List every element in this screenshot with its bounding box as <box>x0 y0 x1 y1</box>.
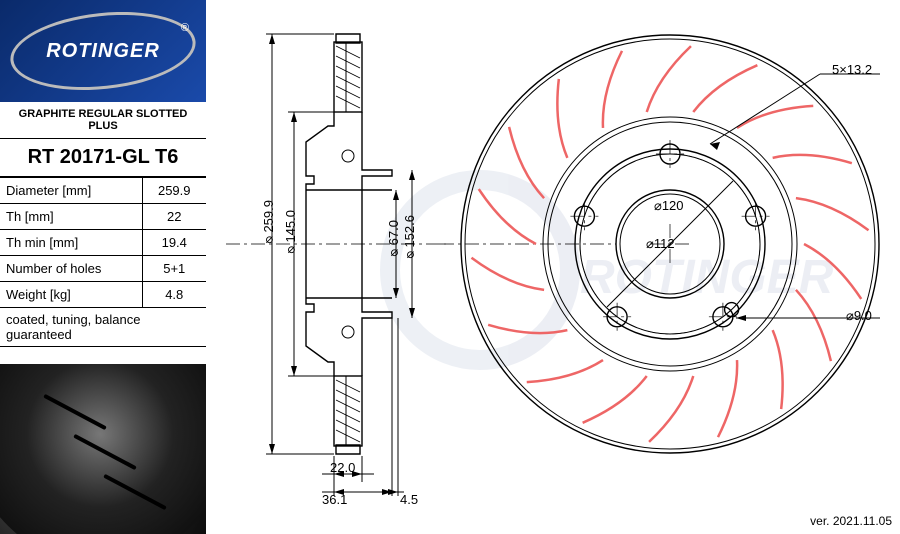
ann-bolt-pattern: 5×13.2 <box>832 62 872 77</box>
disc-photo <box>0 364 206 534</box>
dim-thickness: 22.0 <box>330 460 355 475</box>
brand-logo: ROTINGER ® <box>0 0 206 102</box>
dim-hub-dia: ⌀152.6 <box>402 215 417 263</box>
table-row: Th [mm]22 <box>0 204 206 230</box>
dim-bolt-dia: ⌀145.0 <box>283 210 298 258</box>
version-label: ver. 2021.11.05 <box>810 514 892 528</box>
table-row: Th min [mm]19.4 <box>0 230 206 256</box>
brand-name: ROTINGER <box>46 40 160 63</box>
table-row: Weight [kg]4.8 <box>0 282 206 308</box>
spec-table: Diameter [mm]259.9 Th [mm]22 Th min [mm]… <box>0 177 206 308</box>
sidebar: ROTINGER ® GRAPHITE REGULAR SLOTTED PLUS… <box>0 0 206 534</box>
drawing-area: ⌀259.9 ⌀145.0 ⌀67.0 ⌀152.6 22.0 36.1 4.5… <box>206 0 900 534</box>
table-row: Diameter [mm]259.9 <box>0 178 206 204</box>
dim-center-dia: ⌀67.0 <box>386 220 401 260</box>
ann-drain-hole: ⌀9.0 <box>846 308 872 324</box>
part-number: RT 20171-GL T6 <box>0 139 206 177</box>
ann-face-dia: ⌀120 <box>654 198 684 214</box>
note: coated, tuning, balance guaranteed <box>0 308 206 347</box>
dim-hat-depth: 36.1 <box>322 492 347 507</box>
dim-outer-dia: ⌀259.9 <box>261 200 276 248</box>
ann-pcd: ⌀112 <box>646 236 675 252</box>
dim-flange: 4.5 <box>400 492 418 507</box>
table-row: Number of holes5+1 <box>0 256 206 282</box>
registered-icon: ® <box>181 22 189 34</box>
product-title: GRAPHITE REGULAR SLOTTED PLUS <box>0 102 206 139</box>
